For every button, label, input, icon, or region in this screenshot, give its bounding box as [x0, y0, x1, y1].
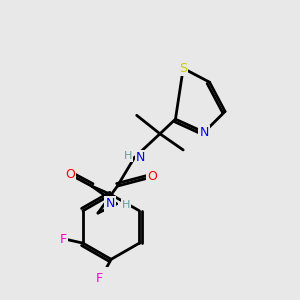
Text: H: H [122, 200, 130, 210]
Text: O: O [65, 168, 75, 181]
Text: N: N [200, 126, 209, 139]
Text: O: O [147, 170, 157, 183]
Text: S: S [179, 62, 187, 75]
Text: N: N [136, 151, 145, 164]
Text: N: N [106, 197, 115, 210]
Text: F: F [60, 233, 67, 246]
Text: F: F [96, 272, 103, 285]
Text: H: H [124, 151, 132, 161]
